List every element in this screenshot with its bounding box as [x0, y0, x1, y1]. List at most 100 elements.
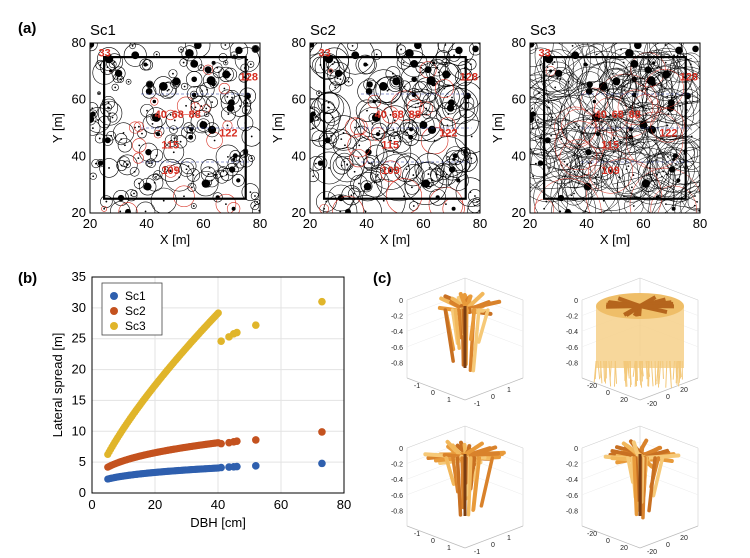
tree-crown [231, 174, 245, 187]
tree-label: 68 [172, 109, 184, 121]
tree-stem [573, 192, 575, 195]
tree-crown [311, 130, 328, 147]
sinker-root [632, 456, 639, 517]
data-point [217, 463, 225, 472]
tree-crown [150, 187, 177, 213]
root-link [612, 171, 664, 185]
plot-frame [91, 276, 345, 494]
tree-crown [472, 197, 480, 207]
tree-crown [150, 114, 157, 122]
tree-crown [371, 151, 410, 190]
tree-crown [140, 103, 154, 118]
lateral-root [460, 451, 501, 458]
tree-crown [178, 46, 185, 53]
tree-crown [665, 58, 700, 96]
sinker-root [455, 456, 463, 517]
tree-crown [173, 135, 188, 149]
fine-root [624, 360, 627, 379]
y-tick-label: 15 [72, 392, 86, 407]
tree-stem [318, 92, 320, 95]
map-axes-box [89, 42, 261, 214]
tree-crown [381, 106, 400, 124]
map-title-sc1: Sc1 [90, 22, 116, 39]
tree-crown [150, 97, 159, 106]
map-xtick: 60 [196, 216, 210, 231]
sinker-root [651, 456, 665, 498]
tree-stem [205, 113, 208, 116]
tree-crown [373, 76, 402, 105]
sinker-root [457, 308, 464, 340]
tree-stem [239, 105, 242, 107]
floor-tick-right: -20 [647, 401, 657, 408]
tree-stem [647, 173, 650, 175]
tree-crown [328, 68, 334, 74]
tree-crown [597, 118, 644, 165]
tree-stem [371, 122, 374, 125]
grid-line [581, 441, 641, 464]
tree-stem [250, 157, 253, 160]
tree-stem [652, 61, 656, 65]
tree-crown [142, 182, 151, 190]
tree-stem [442, 70, 451, 79]
tree-stem [614, 83, 616, 86]
tree-crown [218, 166, 229, 177]
tree-crown [119, 156, 130, 167]
tree-crown [133, 178, 145, 189]
tree-stem [134, 126, 136, 129]
tree-stem [427, 125, 437, 134]
root-link [532, 100, 589, 153]
tree-crown [679, 190, 700, 213]
panel-a-label: (a) [18, 20, 37, 37]
tree-stem [563, 160, 566, 163]
tree-stem [537, 160, 544, 166]
y-tick-label: 30 [72, 300, 86, 315]
tree-stem [319, 64, 322, 66]
tree-stem [686, 102, 689, 104]
tree-stem [378, 130, 381, 132]
sinker-root [471, 308, 481, 373]
tree-stem [110, 134, 113, 137]
tree-stem [108, 167, 110, 169]
tree-stem [192, 205, 195, 207]
floor-tick-left: -1 [414, 531, 420, 538]
tree-stem [363, 182, 372, 191]
tree-stem [431, 101, 433, 103]
tree-label: 68 [392, 109, 404, 121]
tree-crown [90, 107, 111, 133]
root-plot-1: 0 -0.2 -0.4 -0.6 -0.8 -1 -1 0 0 1 1 [391, 277, 524, 408]
root-plot-2: 0 -0.2 -0.4 -0.6 -0.8 -20 -20 0 0 20 20 [566, 277, 699, 408]
tree-label: 40 [375, 109, 387, 121]
tree-stem [539, 64, 542, 66]
tree-crown [225, 163, 239, 177]
tree-crown [379, 105, 410, 136]
tree-stem [428, 181, 431, 184]
tree-stem [339, 210, 342, 213]
z-tick-label: -0.4 [566, 329, 578, 336]
tree-crown [132, 152, 144, 164]
tree-crown [389, 130, 412, 153]
data-point [233, 462, 241, 471]
tree-stem [382, 199, 385, 202]
floor-tick-right: -1 [474, 549, 480, 556]
tree-stem [145, 88, 153, 95]
tree-crown [363, 157, 376, 170]
tree-stem [343, 160, 346, 163]
floor-tick-right: -20 [647, 549, 657, 556]
x-tick-label: 20 [148, 497, 162, 512]
tree-stem [389, 169, 392, 172]
tree-stem [470, 157, 473, 160]
tree-stem [216, 66, 219, 69]
tree-crown [658, 66, 700, 126]
tree-crown [617, 89, 654, 126]
fine-root [639, 360, 642, 381]
tree-crown [347, 133, 372, 158]
fine-root [676, 360, 679, 385]
tree-stem [114, 69, 123, 78]
sinker-root [443, 308, 455, 363]
tree-stem [390, 139, 392, 142]
tree-stem [553, 61, 556, 63]
tree-stem [634, 93, 636, 96]
tree-stem [150, 162, 153, 165]
tree-stem [145, 148, 152, 156]
